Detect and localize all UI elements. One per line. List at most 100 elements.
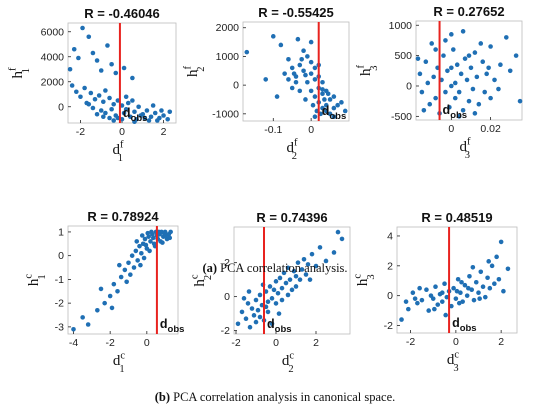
data-point <box>322 97 327 102</box>
data-point <box>335 229 341 235</box>
data-point <box>279 297 285 303</box>
y-tick-label: 1000 <box>389 20 413 32</box>
panel-3: 0 0.02 -500 0 500 1000 dobs R = 0.27652 df 3 hf 3 <box>355 4 523 161</box>
data-point <box>243 316 249 322</box>
data-point <box>517 98 523 104</box>
data-point <box>138 113 143 118</box>
data-point <box>76 55 81 61</box>
x-tick-label: 2 <box>313 337 319 349</box>
data-point <box>85 322 91 327</box>
data-point <box>159 108 164 113</box>
x-tick-label: 0 <box>448 123 454 135</box>
data-point <box>403 299 409 304</box>
data-point <box>293 273 299 279</box>
data-point <box>122 267 128 273</box>
x-tick-label: -2 <box>406 336 415 348</box>
data-point <box>443 312 448 318</box>
data-point <box>150 235 156 241</box>
observed-label: dobs <box>123 106 148 124</box>
data-point <box>113 70 119 76</box>
data-point <box>467 273 472 279</box>
panel-4: -4 -2 0 -3 -2 -1 0 1 dobs R = 0.78924 dc 1 hc 1 <box>23 209 184 375</box>
data-point <box>331 114 337 119</box>
data-point <box>301 68 306 74</box>
data-point <box>95 307 100 313</box>
y-tick-label: 0 <box>387 290 393 302</box>
data-point <box>111 281 117 287</box>
data-point <box>339 100 344 105</box>
x-tick-label: 0 <box>119 126 125 138</box>
data-point <box>444 294 450 300</box>
plot-frame <box>242 21 350 122</box>
data-point <box>245 301 251 306</box>
data-point <box>419 89 425 95</box>
data-point <box>283 280 289 286</box>
data-point <box>305 54 310 59</box>
data-point <box>468 65 474 71</box>
y-tick-label: 4 <box>387 230 393 242</box>
x-axis-label: dc 2 <box>282 350 295 375</box>
data-point <box>118 274 124 280</box>
data-point <box>305 79 310 85</box>
data-point <box>289 85 295 91</box>
data-point <box>139 250 144 256</box>
data-point <box>257 314 263 320</box>
data-point <box>455 276 461 282</box>
data-point <box>452 95 458 101</box>
data-point <box>331 105 337 111</box>
data-point <box>323 258 329 264</box>
data-point <box>443 38 448 43</box>
data-point <box>478 41 484 46</box>
data-point <box>513 53 519 58</box>
data-point <box>320 87 325 92</box>
caption-b: (b) PCA correlation analysis in canonica… <box>0 390 550 405</box>
data-point <box>487 285 493 291</box>
data-point <box>149 229 154 235</box>
data-point <box>308 59 314 65</box>
plot-frame <box>233 226 351 335</box>
data-point <box>67 66 73 72</box>
caption-b-tag: (b) <box>154 390 170 404</box>
data-point <box>417 71 423 77</box>
y-tick-label: 2000 <box>41 76 65 88</box>
data-point <box>456 114 462 119</box>
data-point <box>128 272 133 277</box>
data-point <box>148 114 154 120</box>
y-tick-label: 1 <box>58 226 64 238</box>
data-point <box>507 68 513 74</box>
data-point <box>102 300 107 306</box>
data-point <box>320 79 325 85</box>
data-point <box>247 324 253 330</box>
data-point <box>295 36 301 42</box>
data-point <box>299 57 304 62</box>
data-point <box>496 86 501 92</box>
data-point <box>498 62 503 68</box>
data-point <box>167 109 173 115</box>
data-point <box>415 300 420 306</box>
data-point <box>253 297 259 303</box>
plot-frame <box>415 20 523 121</box>
data-point <box>485 275 490 281</box>
observed-label: dobs <box>452 316 477 334</box>
y-tick-label: 0 <box>233 80 239 92</box>
y-tick-label: 6000 <box>41 26 65 38</box>
data-point <box>443 89 448 95</box>
data-point <box>429 41 435 46</box>
data-point <box>152 110 158 116</box>
y-tick-label: 0 <box>58 101 64 113</box>
data-point <box>275 290 281 296</box>
x-tick-label: -2 <box>231 337 240 349</box>
caption-a-tag: (a) <box>202 261 218 275</box>
data-point <box>136 104 141 110</box>
data-point <box>155 118 160 123</box>
data-point <box>291 71 297 76</box>
chart-title: R = 0.48519 <box>421 210 492 225</box>
data-point <box>144 108 150 113</box>
data-point <box>312 77 318 82</box>
x-tick-label: -2 <box>105 337 114 349</box>
data-point <box>492 77 497 83</box>
data-point <box>271 287 277 293</box>
data-point <box>239 309 245 315</box>
data-point <box>428 293 434 298</box>
